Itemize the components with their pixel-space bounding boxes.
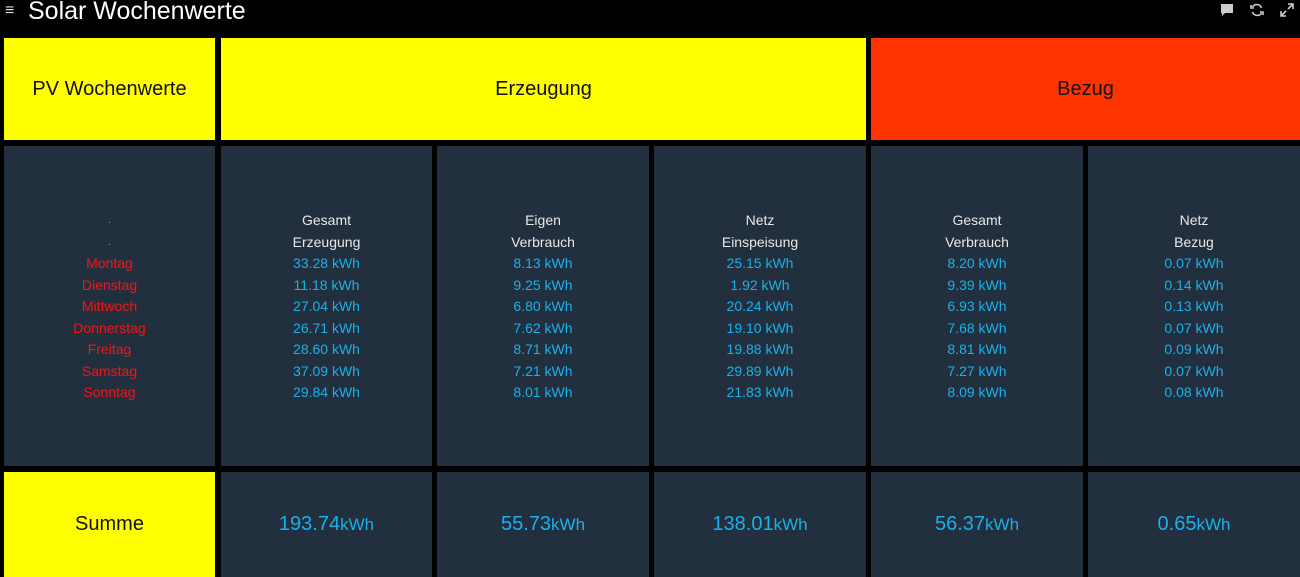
value-cell: 25.15 kWh [726, 255, 794, 271]
day-label: Dienstag [81, 276, 138, 293]
sum-value: 138.01 [712, 513, 774, 535]
sum-value: 0.65 [1157, 513, 1197, 535]
sum-value: 56.37 [934, 513, 986, 535]
column-label: Gesamt [301, 212, 351, 228]
sum-unit: kWh [773, 514, 808, 534]
value-cell: 0.08 kWh [1164, 384, 1224, 400]
pv-title: PV Wochenwerte [32, 77, 187, 100]
value-cell: 0.07 kWh [1164, 255, 1224, 271]
value-cell: 11.18 kWh [293, 276, 360, 293]
column-label: Eigen [525, 212, 561, 228]
column-label: Verbrauch [945, 233, 1009, 250]
value-cell: 20.24 kWh [726, 298, 794, 314]
day-label: Montag [86, 255, 133, 271]
page-title: Solar Wochenwerte [28, 0, 246, 25]
value-cell: 7.21 kWh [513, 362, 573, 379]
value-cell: 19.88 kWh [726, 341, 794, 357]
value-cell: 0.07 kWh [1164, 319, 1224, 336]
gesamt-verbrauch-column: Gesamt Verbrauch 8.20 kWh 9.39 kWh 6.93 … [871, 146, 1083, 466]
column-label: Einspeisung [721, 233, 799, 250]
value-cell: 6.93 kWh [947, 298, 1007, 314]
value-cell: 8.71 kWh [513, 341, 573, 357]
netz-bezug-column: Netz Bezug 0.07 kWh 0.14 kWh 0.13 kWh 0.… [1088, 146, 1300, 466]
spacer-dot: . [108, 215, 111, 226]
app-header: ≡ Solar Wochenwerte [0, 0, 1300, 34]
value-cell: 7.27 kWh [947, 362, 1007, 379]
column-label: Gesamt [952, 212, 1002, 228]
sum-netz-bezug: 0.65 kWh [1088, 472, 1300, 577]
value-cell: 21.83 kWh [726, 384, 794, 400]
summe-label: Summe [75, 513, 144, 535]
value-cell: 0.07 kWh [1164, 362, 1224, 379]
value-cell: 6.80 kWh [513, 298, 573, 314]
value-cell: 0.14 kWh [1164, 276, 1224, 293]
menu-icon[interactable]: ≡ [5, 2, 15, 19]
bezug-title: Bezug [1057, 77, 1114, 100]
netz-einspeisung-column: Netz Einspeisung 25.15 kWh 1.92 kWh 20.2… [654, 146, 866, 466]
value-cell: 8.09 kWh [947, 384, 1007, 400]
day-label: Mittwoch [81, 298, 138, 314]
header-actions [1220, 3, 1294, 17]
day-label: Sonntag [83, 384, 136, 400]
value-cell: 7.62 kWh [513, 319, 573, 336]
value-cell: 28.60 kWh [293, 341, 360, 357]
gesamt-erzeugung-column: Gesamt Erzeugung 33.28 kWh 11.18 kWh 27.… [221, 146, 432, 466]
refresh-icon[interactable] [1250, 3, 1264, 17]
chat-icon[interactable] [1220, 3, 1234, 17]
column-label: Verbrauch [511, 233, 575, 250]
day-label: Freitag [87, 341, 132, 357]
sum-unit: kWh [1196, 514, 1231, 534]
erzeugung-header: Erzeugung [221, 38, 866, 140]
summe-cell: Summe [4, 472, 215, 577]
sum-value: 193.74 [278, 513, 341, 535]
day-label: Samstag [81, 362, 138, 379]
sum-value: 55.73 [500, 513, 552, 535]
eigen-verbrauch-column: Eigen Verbrauch 8.13 kWh 9.25 kWh 6.80 k… [437, 146, 649, 466]
value-cell: 1.92 kWh [730, 276, 790, 293]
spacer-dot: . [108, 236, 111, 248]
value-cell: 37.09 kWh [293, 362, 360, 379]
pv-title-cell: PV Wochenwerte [4, 38, 215, 140]
sum-gesamt-verbrauch: 56.37 kWh [871, 472, 1083, 577]
value-cell: 9.25 kWh [513, 276, 573, 293]
sum-unit: kWh [551, 514, 586, 534]
column-label: Erzeugung [292, 233, 361, 250]
sum-gesamt-erzeugung: 193.74 kWh [221, 472, 432, 577]
bezug-header: Bezug [871, 38, 1300, 140]
day-label: Donnerstag [73, 319, 146, 336]
erzeugung-title: Erzeugung [495, 77, 592, 100]
value-cell: 7.68 kWh [947, 319, 1007, 336]
column-label: Netz [745, 212, 775, 228]
sum-unit: kWh [985, 514, 1020, 534]
value-cell: 27.04 kWh [293, 298, 360, 314]
column-label: Netz [1179, 212, 1209, 228]
value-cell: 29.89 kWh [726, 362, 794, 379]
column-label: Bezug [1174, 233, 1214, 250]
value-cell: 29.84 kWh [293, 384, 360, 400]
sum-unit: kWh [340, 514, 375, 534]
value-cell: 26.71 kWh [293, 319, 360, 336]
value-cell: 8.20 kWh [947, 255, 1007, 271]
value-cell: 9.39 kWh [947, 276, 1007, 293]
days-column: . . Montag Dienstag Mittwoch Donnerstag … [4, 146, 215, 466]
value-cell: 33.28 kWh [293, 255, 360, 271]
sum-netz-einspeisung: 138.01 kWh [654, 472, 866, 577]
value-cell: 19.10 kWh [726, 319, 794, 336]
value-cell: 0.13 kWh [1164, 298, 1224, 314]
value-cell: 8.13 kWh [513, 255, 573, 271]
fullscreen-icon[interactable] [1280, 3, 1294, 17]
sum-eigen-verbrauch: 55.73 kWh [437, 472, 649, 577]
value-cell: 0.09 kWh [1164, 341, 1224, 357]
value-cell: 8.01 kWh [513, 384, 573, 400]
value-cell: 8.81 kWh [947, 341, 1007, 357]
